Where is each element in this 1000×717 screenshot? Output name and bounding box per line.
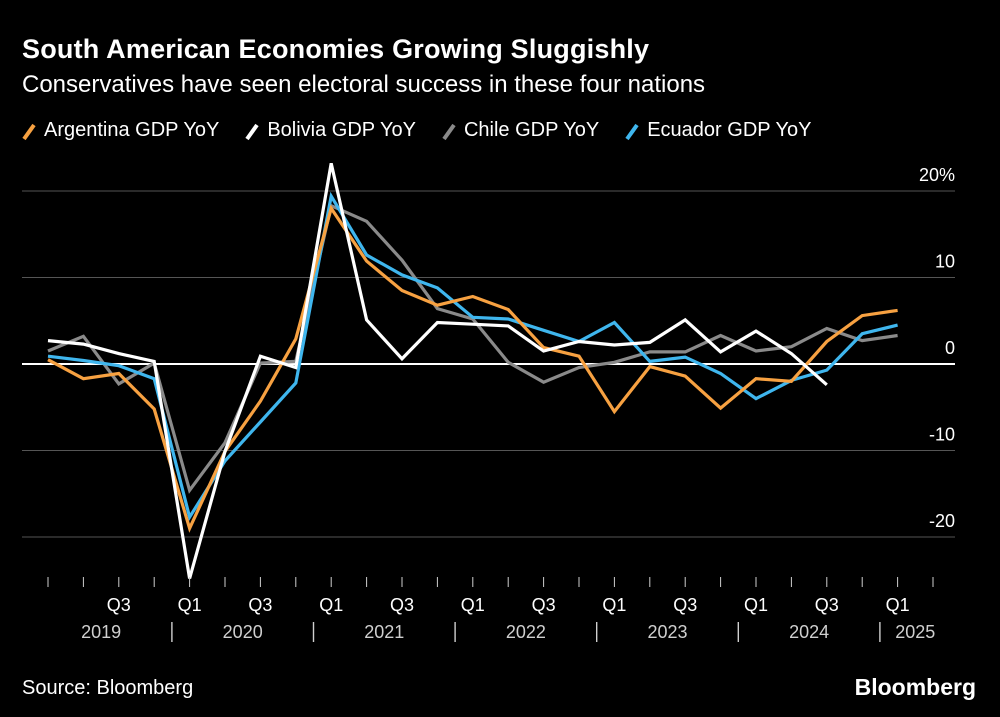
x-year-label: 2020: [223, 622, 263, 642]
x-tick-label: Q3: [673, 595, 697, 615]
x-tick-label: Q1: [744, 595, 768, 615]
legend-item-ecuador: Ecuador GDP YoY: [625, 119, 811, 142]
chart-title: South American Economies Growing Sluggis…: [22, 34, 650, 64]
chart-legend: Argentina GDP YoY Bolivia GDP YoY Chile …: [22, 119, 811, 142]
y-tick-label: 20%: [919, 165, 955, 185]
x-tick-label: Q1: [602, 595, 626, 615]
legend-item-bolivia: Bolivia GDP YoY: [245, 119, 416, 142]
series-line-bolivia: [47, 162, 828, 579]
legend-swatch-argentina: [22, 121, 36, 141]
x-year-label: 2025: [895, 622, 935, 642]
series-layer: [47, 162, 898, 579]
legend-label-ecuador: Ecuador GDP YoY: [647, 119, 812, 141]
series-line-chile: [47, 203, 898, 494]
x-tick-label: Q3: [532, 595, 556, 615]
x-year-label: 2024: [789, 622, 829, 642]
x-tick-label: Q1: [461, 595, 485, 615]
y-tick-label: -10: [929, 425, 955, 445]
legend-label-chile: Chile GDP YoY: [463, 119, 600, 141]
x-tick-label: Q3: [815, 595, 839, 615]
bloomberg-logo: Bloomberg: [854, 674, 976, 700]
y-tick-label: 0: [945, 338, 955, 358]
x-year-label: 2019: [81, 622, 121, 642]
x-axis: Q3 Q1 Q3 Q1 Q3 Q1 Q3 Q1 Q3 Q1 Q3 Q1 2019 2020 2021 2022…: [47, 577, 935, 642]
x-year-label: 2023: [647, 622, 687, 642]
y-tick-label: -20: [929, 511, 955, 531]
legend-swatch-ecuador: [625, 121, 639, 141]
series-line-argentina: [47, 204, 898, 533]
legend-label-bolivia: Bolivia GDP YoY: [267, 119, 416, 141]
x-tick-label: Q1: [178, 595, 202, 615]
chart-subtitle: Conservatives have seen electoral succes…: [22, 71, 706, 98]
legend-item-chile: Chile GDP YoY: [442, 119, 599, 142]
x-tick-label: Q3: [107, 595, 131, 615]
x-tick-label: Q3: [248, 595, 272, 615]
legend-label-argentina: Argentina GDP YoY: [44, 119, 220, 141]
x-tick-label: Q1: [886, 595, 910, 615]
x-tick-label: Q1: [319, 595, 343, 615]
source-note: Source: Bloomberg: [22, 677, 194, 699]
legend-swatch-bolivia: [245, 121, 259, 141]
x-tick-label: Q3: [390, 595, 414, 615]
x-year-label: 2022: [506, 622, 546, 642]
y-axis-labels: 20% 10 0 -10 -20: [919, 165, 955, 531]
y-tick-label: 10: [935, 252, 955, 272]
legend-item-argentina: Argentina GDP YoY: [22, 119, 219, 142]
series-line-ecuador: [47, 191, 898, 522]
x-year-label: 2021: [364, 622, 404, 642]
legend-swatch-chile: [442, 121, 456, 141]
